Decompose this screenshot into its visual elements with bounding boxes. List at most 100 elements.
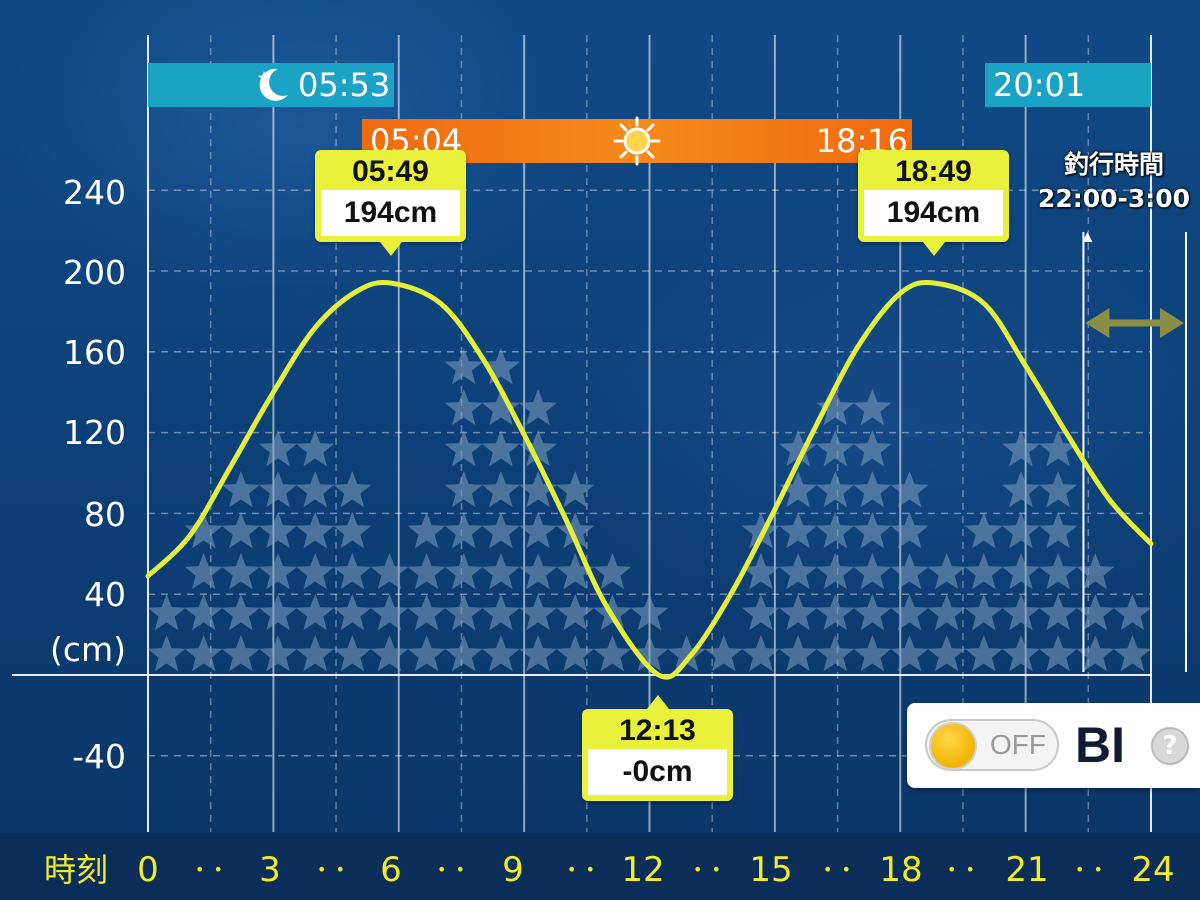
y-axis-unit: (cm) — [49, 630, 126, 669]
star-bar-mark — [1039, 430, 1078, 467]
star-bar-mark — [964, 553, 1003, 590]
x-tick-label: 0 — [137, 850, 159, 890]
star-bar-mark — [481, 471, 520, 508]
star-bar-mark — [816, 430, 855, 467]
star-bar-mark — [816, 471, 855, 508]
star-bar-mark — [853, 389, 892, 426]
star-bar-mark — [221, 594, 260, 631]
y-tick-label: 200 — [63, 253, 126, 292]
star-bar-mark — [1002, 430, 1040, 467]
star-bar-mark — [444, 635, 483, 672]
star-bar-mark — [853, 512, 892, 549]
star-bar-mark — [259, 594, 297, 631]
star-bar-mark — [741, 553, 780, 590]
callout-value: 194cm — [864, 190, 1003, 236]
star-bar-mark — [407, 635, 446, 672]
fishing-time-range: 22:00-3:00 — [1037, 184, 1191, 213]
star-bar-mark — [964, 512, 1003, 549]
x-tick-dots: • • — [567, 860, 597, 879]
callout-pointer — [379, 242, 402, 256]
fishing-time-indicator — [1082, 232, 1187, 672]
star-bar-mark — [333, 471, 372, 508]
bi-toggle-switch[interactable]: OFF — [925, 719, 1059, 771]
star-bar-mark — [444, 594, 483, 631]
moonrise-bar: 05:53 — [148, 63, 394, 107]
star-bar-mark — [481, 512, 520, 549]
star-bar-mark — [964, 635, 1003, 672]
star-bar-mark — [296, 635, 335, 672]
star-bar-mark — [481, 594, 520, 631]
star-bar-mark — [259, 430, 297, 467]
moonset-time: 20:01 — [993, 66, 1086, 104]
fishing-arrow-head-right — [1160, 308, 1184, 338]
star-bar-mark — [1039, 635, 1078, 672]
star-bar-mark — [1002, 594, 1040, 631]
y-tick-label: 120 — [63, 413, 126, 452]
time-axis-bar — [0, 833, 1200, 900]
star-bar-mark — [481, 430, 520, 467]
star-bar-mark — [853, 553, 892, 590]
star-bar-mark — [184, 635, 223, 672]
star-bar-mark — [221, 553, 260, 590]
callout-time: 05:49 — [352, 155, 429, 188]
sun-icon — [612, 115, 662, 167]
star-bar-mark — [296, 430, 335, 467]
star-bar-mark — [333, 635, 372, 672]
star-bar-mark — [816, 594, 855, 631]
star-bar-mark — [1039, 471, 1078, 508]
star-bar-mark — [556, 512, 595, 549]
star-bar-mark — [184, 594, 223, 631]
star-bar-mark — [333, 553, 372, 590]
star-bar-mark — [519, 389, 558, 426]
star-bar-mark — [184, 512, 223, 549]
x-tick-dots: • • — [947, 860, 977, 879]
moonrise-time: 05:53 — [298, 66, 391, 104]
star-bar-mark — [147, 594, 186, 631]
star-bar-mark — [927, 635, 966, 672]
toggle-state-label: OFF — [990, 729, 1046, 760]
star-bar-mark — [259, 471, 297, 508]
y-tick-label: 80 — [84, 495, 126, 534]
star-bar-mark — [593, 635, 632, 672]
star-bar-mark — [519, 594, 558, 631]
callout-pointer — [646, 695, 669, 709]
question-icon[interactable]: ? — [1151, 727, 1189, 765]
star-bar-mark — [184, 553, 223, 590]
star-bar-mark — [333, 512, 372, 549]
toggle-knob[interactable] — [929, 722, 977, 770]
fishing-time-label: 釣行時間 22:00-3:00 — [1028, 148, 1200, 216]
star-bar-mark — [259, 512, 297, 549]
star-bar-mark — [1002, 471, 1040, 508]
bi-panel: OFF BI ? — [907, 703, 1200, 788]
star-bar-mark — [370, 635, 409, 672]
star-bar-mark — [259, 635, 297, 672]
star-bar-mark — [147, 635, 186, 672]
star-bar-mark — [1039, 594, 1078, 631]
star-bar-mark — [890, 553, 929, 590]
star-bar-mark — [779, 430, 818, 467]
x-tick-dots: • • — [195, 860, 225, 879]
callout-time: 18:49 — [895, 155, 972, 188]
star-bar-mark — [519, 512, 558, 549]
star-bar-mark — [519, 635, 558, 672]
x-tick-label: 9 — [502, 850, 524, 890]
star-bar-mark — [407, 594, 446, 631]
x-tick-dots: • • — [317, 860, 347, 879]
x-tick-dots: • • — [1075, 860, 1105, 879]
x-tick-label: 12 — [621, 850, 665, 890]
low-tide-callout: 12:13 -0cm — [582, 695, 733, 801]
star-bar-mark — [890, 635, 929, 672]
star-bar-mark — [927, 553, 966, 590]
star-bar-mark — [630, 594, 669, 631]
tide-curve — [145, 279, 1154, 680]
star-bar-mark — [890, 471, 929, 508]
star-bar-mark — [444, 430, 483, 467]
star-bar-mark — [1113, 635, 1152, 672]
x-tick-label: 18 — [879, 850, 923, 890]
star-bar-mark — [296, 512, 335, 549]
star-bar-mark — [593, 553, 632, 590]
star-bar-mark — [1002, 512, 1040, 549]
star-bar-mark — [779, 512, 818, 549]
star-bar-mark — [630, 635, 669, 672]
star-bar-mark — [816, 635, 855, 672]
